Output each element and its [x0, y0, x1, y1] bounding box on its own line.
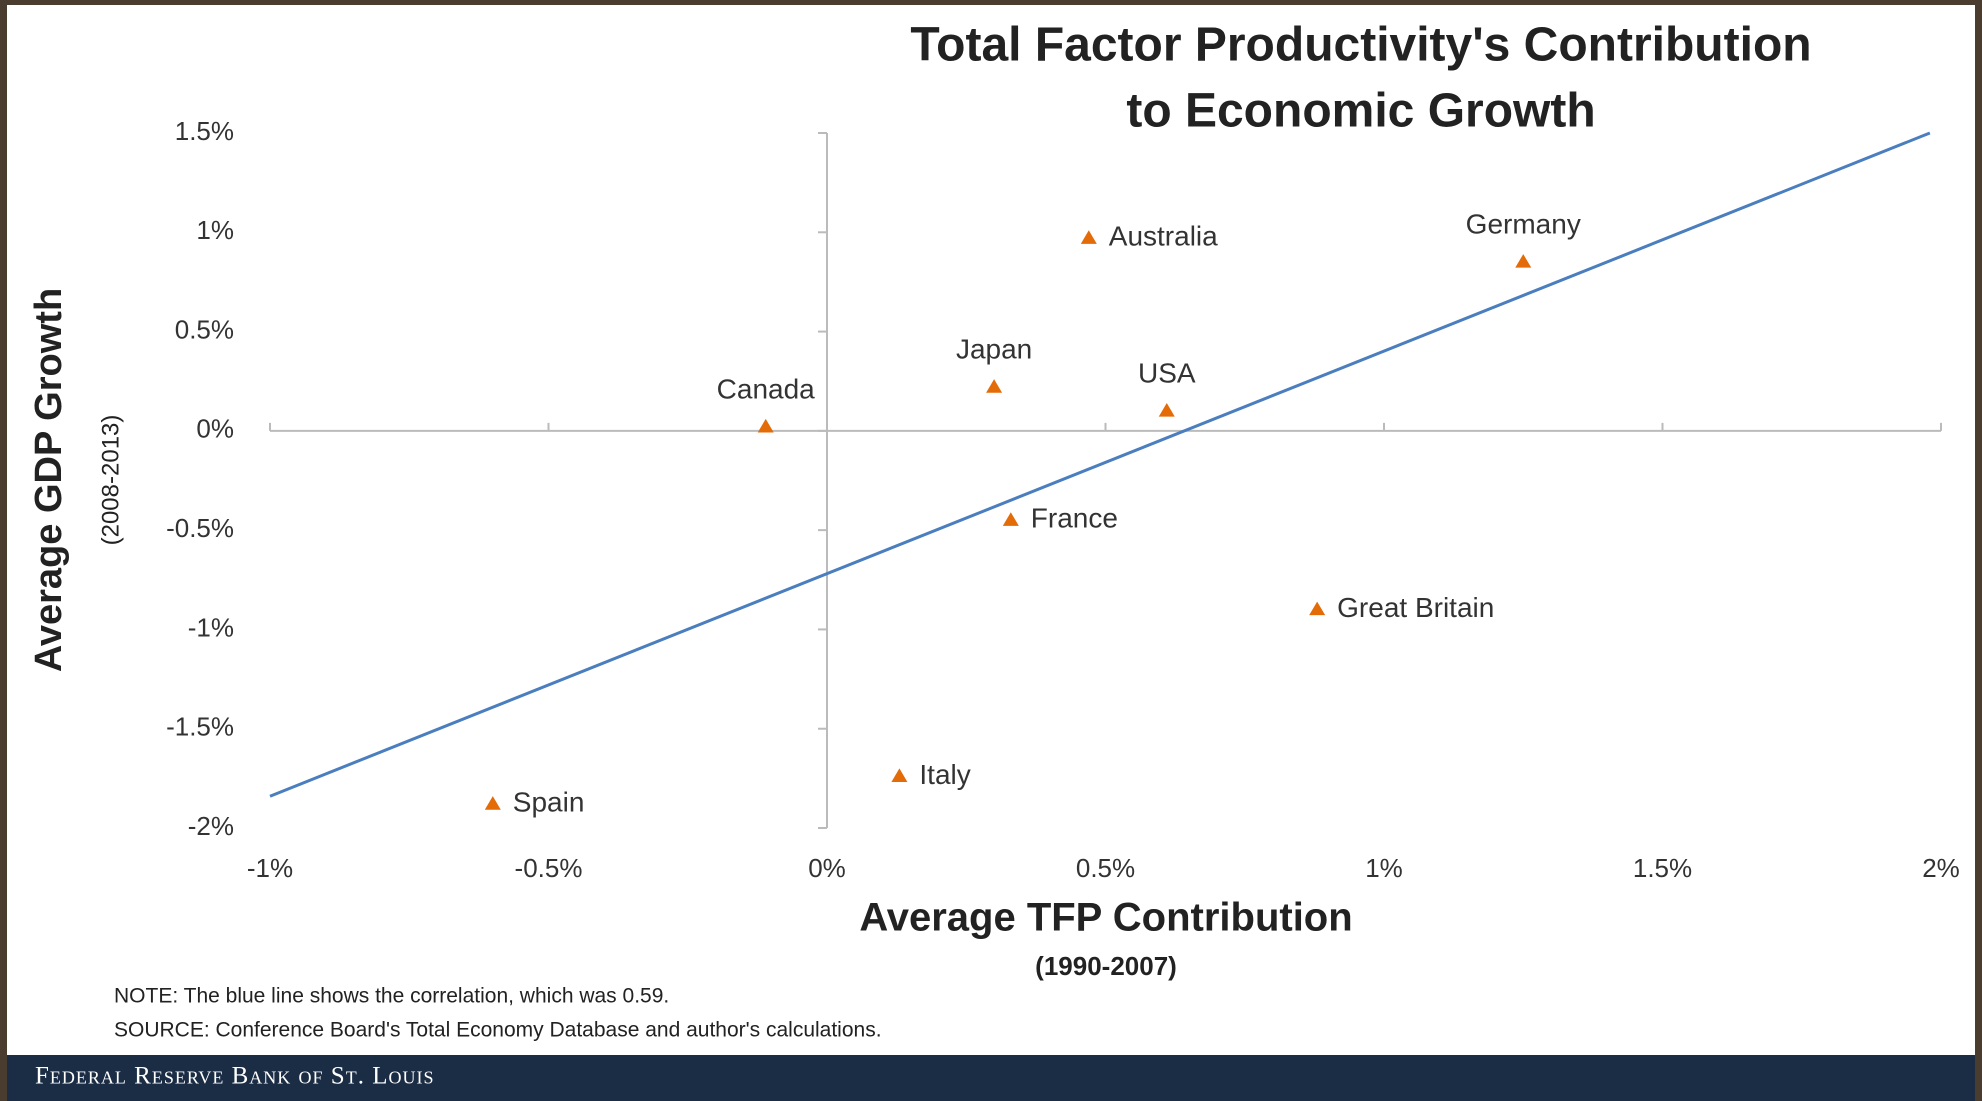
x-tick-label: 0.5%: [1076, 853, 1135, 883]
y-axis-subtitle: (2008-2013): [97, 415, 124, 546]
footer-bar: [7, 1055, 1975, 1101]
point-label: Italy: [919, 759, 970, 790]
point: [986, 379, 1003, 393]
x-tick-label: -0.5%: [515, 853, 583, 883]
point: [1158, 403, 1175, 417]
point: [1002, 512, 1019, 526]
y-axis-title: Average GDP Growth: [28, 288, 70, 672]
trend-line: [269, 131, 1931, 798]
point: [1515, 254, 1532, 268]
chart-title: Total Factor Productivity's Contribution: [910, 19, 1811, 72]
y-tick-label: 0%: [196, 414, 234, 444]
note: SOURCE: Conference Board's Total Economy…: [114, 1019, 882, 1042]
x-axis-title: Average TFP Contribution: [859, 896, 1352, 940]
point-label: Spain: [513, 787, 585, 818]
point: [484, 796, 501, 810]
x-tick-label: 2%: [1922, 853, 1960, 883]
point-label: Germany: [1466, 208, 1581, 239]
y-tick-label: 0.5%: [175, 314, 234, 344]
y-tick-label: -1.5%: [166, 712, 234, 742]
point-label: Canada: [717, 373, 816, 404]
point-label: Great Britain: [1337, 592, 1494, 623]
x-tick-label: 0%: [808, 853, 846, 883]
y-tick-label: -1%: [188, 612, 234, 642]
frame-left: [0, 0, 7, 1101]
point: [1309, 601, 1326, 616]
footer-text: Federal Reserve Bank of St. Louis: [35, 1063, 434, 1090]
y-tick-label: -0.5%: [166, 513, 234, 543]
x-tick-label: 1.5%: [1633, 853, 1692, 883]
point: [1080, 230, 1097, 244]
point-label: France: [1031, 503, 1118, 534]
point-label: Japan: [956, 334, 1032, 365]
frame-top: [0, 0, 1982, 5]
point-label: Australia: [1109, 221, 1218, 252]
x-tick-label: 1%: [1365, 853, 1403, 883]
note: NOTE: The blue line shows the correlatio…: [114, 985, 669, 1008]
x-axis-subtitle: (1990-2007): [1035, 951, 1177, 981]
chart-title: to Economic Growth: [1126, 85, 1595, 138]
y-tick-label: 1.5%: [175, 116, 234, 146]
frame-right: [1975, 0, 1982, 1101]
point: [757, 418, 774, 433]
y-tick-label: -2%: [188, 811, 234, 841]
y-tick-label: 1%: [196, 215, 234, 245]
point-label: USA: [1138, 357, 1196, 388]
point: [891, 768, 908, 782]
x-tick-label: -1%: [247, 853, 293, 883]
